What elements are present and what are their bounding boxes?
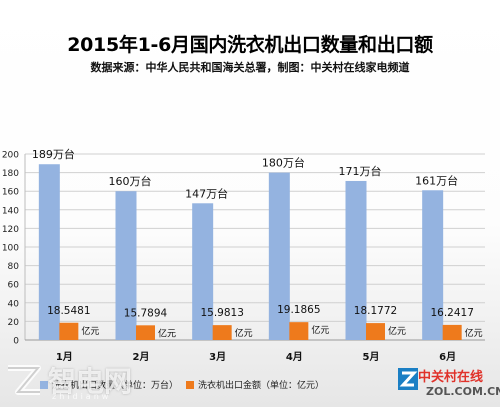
bar-value (136, 325, 155, 340)
data-label-quantity: 147万台 (185, 186, 228, 200)
data-label-quantity: 171万台 (339, 164, 382, 178)
x-tick-label: 1月 (56, 351, 73, 363)
bar-quantity (38, 164, 60, 340)
data-label-quantity: 161万台 (415, 173, 458, 187)
x-tick-label: 2月 (133, 351, 150, 363)
x-tick-label: 6月 (439, 351, 456, 363)
chart-legend: 洗衣机出口数量（单位：万台） 洗衣机出口金额（单位：亿元） (0, 376, 500, 396)
legend-item-value: 洗衣机出口金额（单位：亿元） (186, 378, 324, 391)
y-tick-label: 200 (2, 151, 19, 161)
data-label-value: 18.1772 (354, 305, 397, 317)
legend-label-quantity: 洗衣机出口数量（单位：万台） (52, 381, 179, 391)
y-tick-label: 0 (13, 337, 19, 347)
zol-domain-text: ZOL.COM.CN (426, 385, 500, 398)
data-label-value: 19.1865 (277, 304, 320, 316)
bar-quantity (345, 180, 367, 340)
data-label-unit: 亿元 (235, 327, 253, 339)
y-tick-label: 40 (8, 299, 20, 309)
x-tick-label: 5月 (363, 351, 380, 363)
x-tick-label: 4月 (286, 351, 303, 363)
chart-title: 2015年1-6月国内洗衣机出口数量和出口额 (67, 34, 433, 56)
data-label-quantity: 189万台 (32, 147, 75, 161)
zol-logo-icon (8, 365, 41, 395)
bar-value (212, 325, 232, 340)
chart-subtitle: 数据来源：中华人民共和国海关总署，制图：中关村在线家电频道 (90, 61, 410, 74)
data-label-unit: 亿元 (81, 325, 99, 337)
y-tick-label: 180 (2, 169, 19, 179)
bar-quantity (192, 203, 214, 340)
zol-z-logo-icon (398, 368, 418, 390)
y-tick-label: 120 (2, 225, 19, 235)
zol-watermark: 中关村在线 ZOL.COM.CN (398, 360, 500, 404)
zhidianwang-watermark: 智电网 zhidianw (4, 358, 174, 404)
y-tick-label: 100 (2, 244, 19, 254)
legend-swatch-value (186, 380, 194, 389)
legend-label-value: 洗衣机出口金额（单位：亿元） (198, 381, 325, 391)
bar-quantity (422, 190, 444, 340)
bar-value (289, 322, 309, 340)
y-tick-label: 60 (8, 281, 20, 291)
data-label-unit: 亿元 (388, 325, 406, 337)
bar-quantity (268, 172, 290, 340)
watermark-small-text: zhidianw (52, 392, 112, 401)
data-label-value: 15.7894 (124, 307, 168, 319)
data-label-quantity: 180万台 (262, 156, 305, 170)
x-tick-label: 3月 (209, 351, 226, 363)
data-label-unit: 亿元 (465, 327, 483, 339)
legend-swatch-quantity (40, 380, 48, 389)
data-label-value: 16.2417 (430, 307, 473, 319)
bar-value (366, 323, 385, 340)
data-label-value: 18.5481 (47, 305, 90, 317)
zol-brand-text: 中关村在线 (418, 370, 484, 385)
bar-quantity (115, 191, 137, 340)
data-label-value: 15.9813 (200, 307, 243, 319)
data-label-unit: 亿元 (311, 324, 329, 336)
y-tick-label: 20 (8, 318, 20, 328)
legend-item-quantity: 洗衣机出口数量（单位：万台） (40, 378, 178, 391)
y-tick-label: 160 (2, 188, 19, 198)
data-label-unit: 亿元 (158, 327, 176, 339)
y-tick-label: 140 (2, 206, 19, 216)
watermark-text: 智电网 (48, 365, 133, 398)
bar-value (59, 322, 79, 340)
data-label-quantity: 160万台 (109, 174, 152, 188)
bar-value (442, 324, 462, 340)
y-tick-label: 80 (8, 262, 20, 272)
